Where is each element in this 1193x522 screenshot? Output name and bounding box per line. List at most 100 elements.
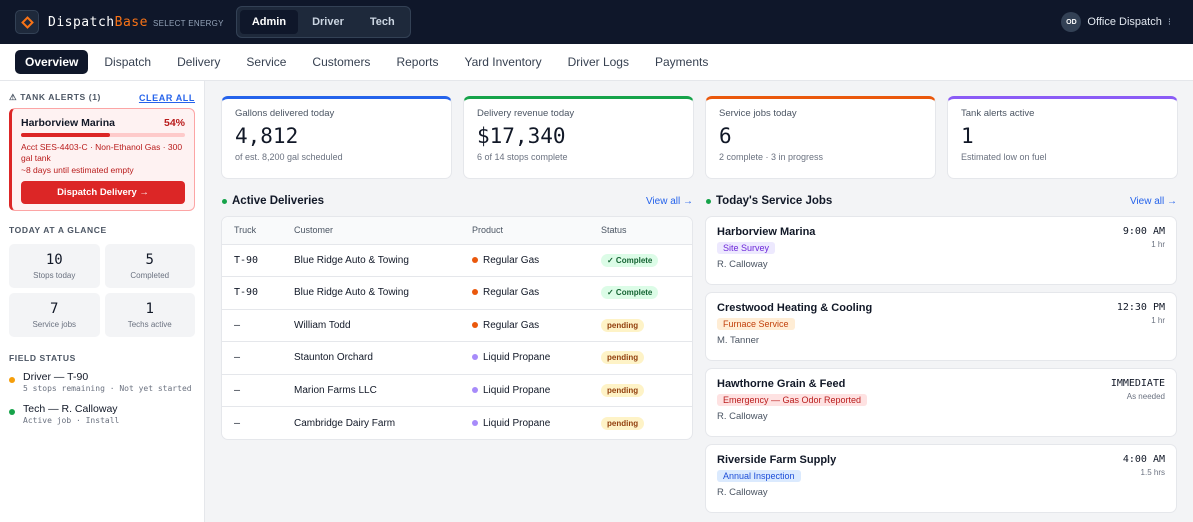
job-customer: Hawthorne Grain & Feed [717, 378, 846, 390]
tank-alert-card: Harborview Marina 54% Acct SES-4403-C · … [9, 108, 195, 211]
status-badge: ✓ Complete [601, 286, 659, 300]
alert-account: Acct SES-4403-C · Non-Ethanol Gas · 300 … [21, 142, 183, 163]
status-badge: pending [601, 351, 645, 365]
job-time: IMMEDIATE [1110, 378, 1165, 389]
job-tech: R. Calloway [717, 487, 768, 498]
cell-customer: Blue Ridge Auto & Towing [282, 244, 460, 277]
deliveries-title: Active Deliveries [232, 195, 325, 207]
logo-icon [15, 10, 39, 34]
field-status-heading: FIELD STATUS [9, 353, 76, 363]
table-row[interactable]: T-90 Blue Ridge Auto & Towing Regular Gas ✓… [222, 244, 692, 277]
job-time: 9:00 AM [1122, 226, 1165, 237]
kpi-revenue: Delivery revenue today $17,340 6 of 14 sto… [463, 96, 694, 179]
col-customer: Customer [282, 217, 460, 245]
glance-heading: TODAY AT A GLANCE [9, 225, 107, 235]
job-duration: 1.5 hrs [1140, 468, 1165, 477]
tab-reports[interactable]: Reports [396, 55, 439, 69]
field-item-driver[interactable]: Driver — T-90 5 stops remaining · Not yet… [9, 371, 195, 395]
clear-all-link[interactable]: CLEAR ALL [138, 92, 195, 103]
main-content: Gallons delivered today 4,812 of est. 8,20… [205, 81, 1193, 522]
sidebar: ⚠ TANK ALERTS (1) CLEAR ALL Harborview M… [0, 81, 205, 522]
role-tech[interactable]: Tech [369, 16, 395, 28]
brand-subtitle: SELECT ENERGY [152, 19, 224, 28]
job-time: 12:30 PM [1116, 302, 1165, 313]
kpi-gallons: Gallons delivered today 4,812 of est. 8,20… [221, 96, 452, 179]
kpi-service-jobs: Service jobs today 6 2 complete · 3 in pro… [705, 96, 936, 179]
job-duration: As needed [1126, 392, 1165, 401]
live-dot [706, 198, 711, 204]
top-bar: DispatchBase SELECT ENERGY Admin Driver … [0, 0, 1193, 44]
cell-product: Liquid Propane [460, 374, 589, 407]
tab-driver-logs[interactable]: Driver Logs [567, 55, 629, 69]
role-admin[interactable]: Admin [239, 10, 299, 34]
cell-truck: — [222, 341, 282, 375]
main-nav: Overview Dispatch Delivery Service Custo… [0, 44, 1193, 81]
user-menu[interactable]: OD Office Dispatch ⁝ [1061, 12, 1171, 32]
table-row[interactable]: — Cambridge Dairy Farm Liquid Propane pendi… [222, 407, 692, 440]
deliveries-table: Truck Customer Product Status T-90 Blue R… [222, 217, 692, 439]
cell-customer: Cambridge Dairy Farm [294, 417, 396, 429]
table-row[interactable]: — Marion Farms LLC Liquid Propane pending [222, 374, 692, 407]
cell-truck: — [222, 309, 282, 342]
alert-customer: Harborview Marina [21, 117, 115, 129]
job-duration: 1 hr [1151, 240, 1165, 249]
service-jobs-panel: Today's Service Jobs View all → Harborvi… [705, 191, 1177, 513]
jobs-view-all-link[interactable]: View all → [1129, 195, 1177, 207]
warning-icon: ⚠ [9, 92, 18, 102]
table-row[interactable]: — Staunton Orchard Liquid Propane pending [222, 341, 692, 375]
col-status: Status [589, 217, 692, 245]
tab-delivery[interactable]: Delivery [177, 55, 221, 69]
avatar: OD [1061, 12, 1082, 32]
dispatch-delivery-button[interactable]: Dispatch Delivery → [21, 181, 185, 204]
job-type-tag: Annual Inspection [717, 470, 801, 482]
cell-status: ✓ Complete [589, 276, 692, 310]
cell-truck: — [222, 374, 282, 407]
more-icon[interactable]: ⁝ [1167, 16, 1171, 28]
tab-dispatch[interactable]: Dispatch [104, 55, 152, 69]
service-job-card[interactable]: Harborview Marina 9:00 AM 1 hr Site Survey R… [705, 216, 1177, 285]
cell-customer: William Todd [282, 309, 460, 342]
job-customer: Harborview Marina [717, 226, 816, 238]
tank-level-bar [21, 133, 185, 137]
job-time: 4:00 AM [1122, 454, 1165, 465]
tab-payments[interactable]: Payments [654, 55, 709, 69]
cell-status: ✓ Complete [589, 244, 692, 277]
tab-service[interactable]: Service [246, 55, 287, 69]
cell-product: Liquid Propane [460, 341, 589, 375]
alert-percent: 54% [163, 117, 185, 129]
live-dot [222, 198, 227, 204]
status-badge: pending [601, 318, 645, 332]
product-dot [472, 289, 478, 296]
deliveries-view-all-link[interactable]: View all → [645, 195, 693, 207]
table-row[interactable]: T-90 Blue Ridge Auto & Towing Regular Gas ✓… [222, 276, 692, 310]
cell-truck: — [234, 417, 241, 429]
cell-customer: Blue Ridge Auto & Towing [282, 276, 460, 310]
role-driver[interactable]: Driver [312, 16, 344, 28]
status-dot [9, 377, 15, 383]
cell-product: Regular Gas [460, 309, 589, 342]
stat-completed: 5 Completed [104, 244, 195, 288]
service-job-card[interactable]: Crestwood Heating & Cooling 12:30 PM 1 hr F… [705, 292, 1177, 361]
cell-status: pending [589, 407, 692, 440]
alert-note: ~8 days until estimated empty [21, 165, 134, 175]
service-job-card[interactable]: Riverside Farm Supply 4:00 AM 1.5 hrs Annua… [705, 444, 1177, 513]
field-item-tech[interactable]: Tech — R. Calloway Active job · Install [9, 403, 195, 427]
job-tech: M. Tanner [717, 335, 760, 346]
service-job-card[interactable]: Hawthorne Grain & Feed IMMEDIATE As needed… [705, 368, 1177, 437]
active-deliveries-panel: Active Deliveries View all → Truck Custo… [221, 191, 693, 513]
product-dot [472, 321, 478, 328]
job-type-tag: Site Survey [717, 242, 776, 254]
tab-customers[interactable]: Customers [312, 55, 371, 69]
user-name: Office Dispatch [1087, 16, 1162, 28]
tab-yard-inventory[interactable]: Yard Inventory [464, 55, 542, 69]
status-badge: ✓ Complete [601, 253, 659, 267]
brand-name: DispatchBase [48, 14, 148, 30]
tab-overview[interactable]: Overview [15, 50, 89, 74]
cell-truck: T-90 [222, 244, 282, 277]
job-tech: R. Calloway [717, 411, 768, 422]
cell-product: Regular Gas [460, 244, 589, 277]
col-truck: Truck [222, 217, 282, 245]
stat-techs-active: 1 Techs active [104, 293, 195, 337]
cell-status: pending [589, 341, 692, 375]
table-row[interactable]: — William Todd Regular Gas pending [222, 309, 692, 342]
